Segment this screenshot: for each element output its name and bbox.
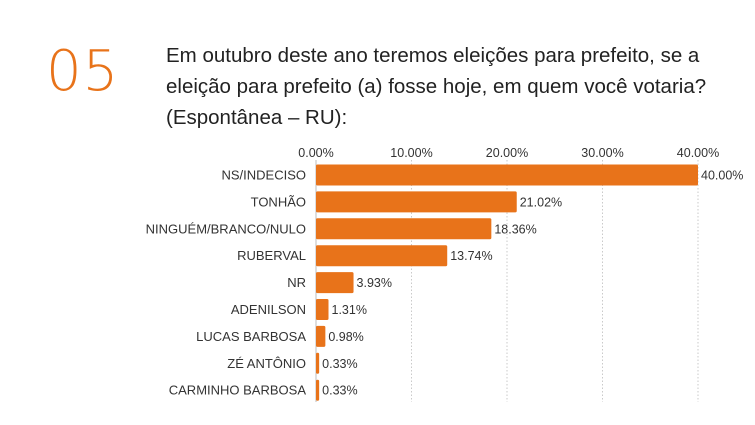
bar: [316, 299, 329, 320]
bar: [316, 191, 517, 213]
data-label: 3.93%: [357, 276, 392, 290]
category-label: ADENILSON: [231, 302, 306, 317]
bar: [316, 245, 448, 267]
data-label: 0.98%: [328, 330, 363, 344]
x-tick-label: 20.00%: [486, 146, 528, 160]
category-label: RUBERVAL: [237, 248, 306, 263]
bar: [316, 379, 320, 401]
x-tick-label: 30.00%: [581, 146, 623, 160]
category-label: NS/INDECISO: [221, 168, 306, 183]
question-text: Em outubro deste ano teremos eleições pa…: [166, 44, 707, 129]
data-label: 0.33%: [322, 384, 357, 398]
bar: [316, 352, 320, 374]
category-label: CARMINHO BARBOSA: [169, 383, 307, 398]
category-label: NINGUÉM/BRANCO/NULO: [146, 221, 306, 236]
x-tick-label: 40.00%: [677, 146, 719, 160]
bar: [316, 218, 492, 240]
category-label: LUCAS BARBOSA: [196, 329, 306, 344]
question-number: 05: [46, 39, 120, 104]
data-label: 21.02%: [520, 195, 562, 209]
x-tick-label: 10.00%: [390, 146, 432, 160]
data-label: 13.74%: [450, 249, 492, 263]
category-label: ZÉ ANTÔNIO: [227, 356, 306, 371]
x-tick-label: 0.00%: [298, 146, 333, 160]
category-label: TONHÃO: [251, 194, 306, 209]
category-label: NR: [287, 275, 306, 290]
bar: [316, 325, 326, 347]
bar: [316, 272, 354, 294]
bar: [316, 164, 698, 186]
data-label: 1.31%: [332, 303, 367, 317]
data-label: 18.36%: [494, 222, 536, 236]
data-label: 40.00%: [701, 169, 743, 183]
data-label: 0.33%: [322, 357, 357, 371]
